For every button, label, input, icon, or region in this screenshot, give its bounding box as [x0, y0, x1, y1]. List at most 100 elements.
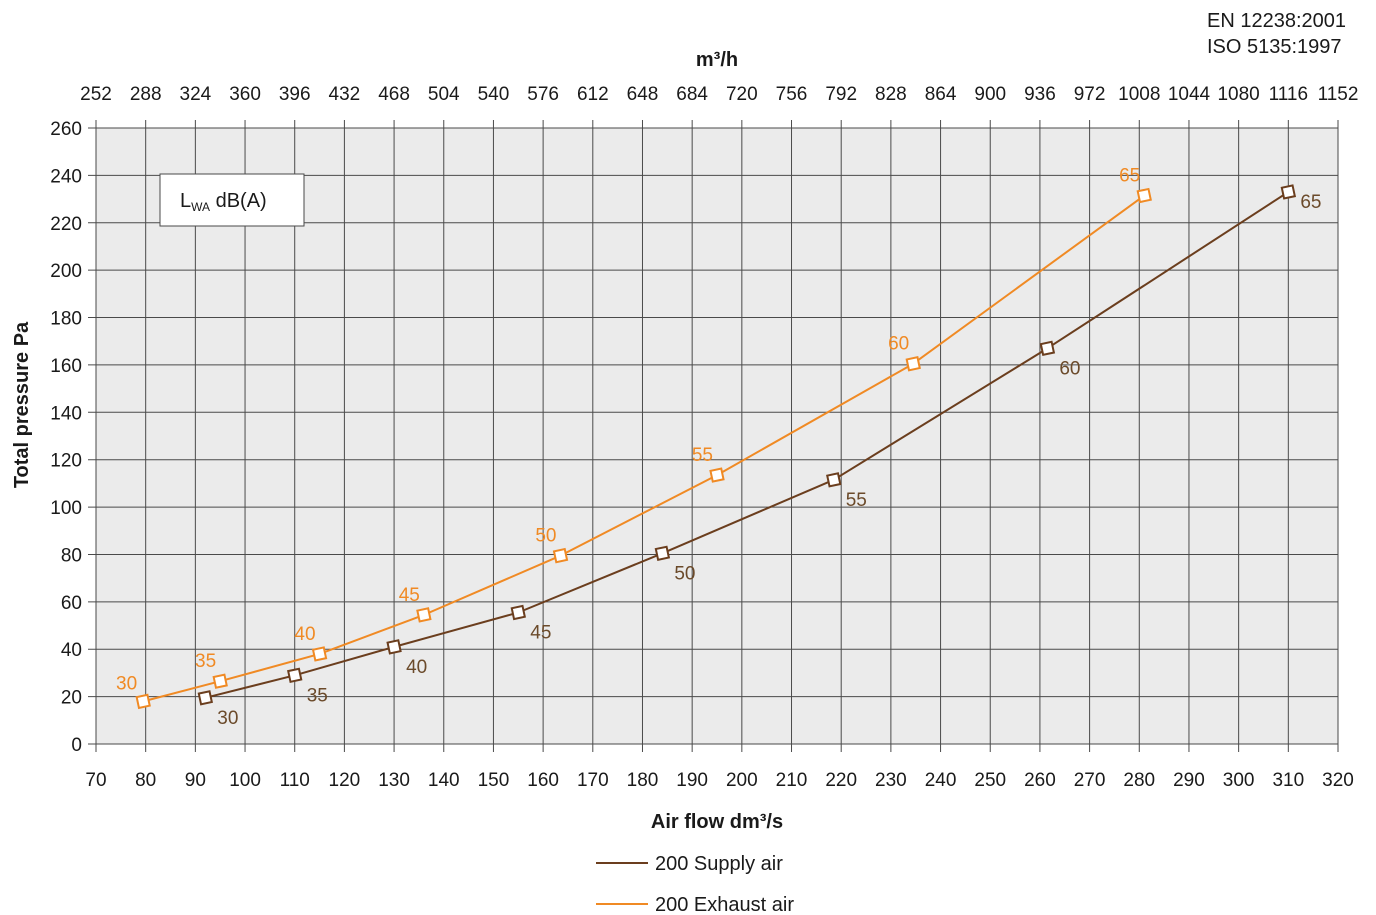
- y-tick-label: 60: [61, 593, 82, 614]
- point-label-exhaust: 30: [116, 673, 137, 694]
- x2-tick-label: 1080: [1217, 84, 1259, 105]
- point-label-exhaust: 40: [294, 624, 315, 645]
- legend-label-exhaust: 200 Exhaust air: [655, 894, 794, 915]
- x-tick-label: 260: [1024, 770, 1056, 791]
- x2-tick-label: 684: [676, 84, 708, 105]
- point-marker-exhaust: [552, 547, 569, 564]
- x-tick-label: 190: [676, 770, 708, 791]
- standard-iso: ISO 5135:1997: [1206, 36, 1342, 58]
- x-tick-label: 70: [85, 770, 106, 791]
- series-line-supply: [205, 191, 1289, 699]
- point-label-supply: 45: [530, 623, 551, 644]
- x2-tick-label: 432: [329, 84, 361, 105]
- x2-tick-label: 1044: [1168, 84, 1211, 105]
- x2-tick-label: 792: [825, 84, 857, 105]
- legend: 200 Supply air 200 Exhaust air: [596, 853, 794, 915]
- point-marker-exhaust: [416, 607, 432, 623]
- x2-tick-label: 504: [428, 84, 460, 105]
- point-marker-exhaust: [311, 646, 328, 662]
- x2-tick-label: 360: [229, 84, 261, 105]
- y-tick-label: 100: [50, 498, 82, 519]
- point-marker-supply: [287, 667, 303, 684]
- x-tick-label: 290: [1173, 770, 1205, 791]
- x-tick-label: 250: [974, 770, 1006, 791]
- point-label-supply: 30: [217, 708, 238, 729]
- y-tick-labels: 0 20 40 60 80 100 120 140 160 180 200 220 240 260: [50, 119, 82, 756]
- y-tick-label: 260: [50, 119, 82, 140]
- x2-tick-label: 612: [577, 84, 609, 105]
- x2-tick-label: 288: [130, 84, 162, 105]
- point-label-supply: 35: [307, 685, 328, 706]
- x-tick-label: 240: [925, 770, 957, 791]
- y-tick-label: 160: [50, 356, 82, 377]
- x-tick-label: 200: [726, 770, 758, 791]
- series-layer: [142, 191, 1289, 703]
- x-axis-title: Air flow dm³/s: [651, 811, 783, 833]
- x2-tick-label: 540: [478, 84, 510, 105]
- x-tick-label: 150: [478, 770, 510, 791]
- point-label-exhaust: 55: [692, 445, 713, 466]
- y-tick-label: 200: [50, 261, 82, 282]
- point-marker-supply: [386, 639, 402, 655]
- point-marker-supply: [197, 690, 214, 706]
- point-label-supply: 40: [406, 657, 427, 678]
- series-line-exhaust: [142, 194, 1145, 703]
- y-tick-label: 140: [50, 403, 82, 424]
- noise-level-box-frame: [159, 173, 305, 227]
- x2-tick-label: 864: [925, 84, 957, 105]
- x-tick-label: 220: [825, 770, 857, 791]
- point-labels-layer: 30 35 40 45 50 55 60 65 30 35 40 45 50 55 60 65: [116, 166, 1321, 729]
- x-tick-label: 280: [1123, 770, 1155, 791]
- x2-tick-label: 576: [527, 84, 559, 105]
- x-tick-label: 320: [1322, 770, 1354, 791]
- x2-tick-label: 972: [1074, 84, 1106, 105]
- point-marker-supply: [1280, 184, 1297, 200]
- x-tick-label: 170: [577, 770, 609, 791]
- x2-tick-label: 324: [180, 84, 212, 105]
- y-tick-label: 180: [50, 309, 82, 330]
- x2-tick-label: 1008: [1118, 84, 1160, 105]
- x2-tick-label: 936: [1024, 84, 1056, 105]
- point-marker-exhaust: [709, 467, 725, 483]
- x-tick-label: 80: [135, 770, 156, 791]
- x2-tick-labels: 252 288 324 360 396 432 468 504 540 576 612 648 684 7…: [80, 84, 1358, 105]
- x-tick-label: 160: [527, 770, 559, 791]
- y-tick-label: 240: [50, 166, 82, 187]
- point-label-exhaust: 35: [195, 651, 216, 672]
- point-label-supply: 50: [674, 563, 695, 584]
- x-tick-label: 120: [329, 770, 361, 791]
- point-label-exhaust: 60: [888, 334, 909, 355]
- point-marker-supply: [1039, 340, 1056, 357]
- y-tick-label: 80: [61, 545, 82, 566]
- grid-lines: [88, 120, 1339, 752]
- x2-tick-label: 468: [378, 84, 410, 105]
- y-tick-label: 120: [50, 451, 82, 472]
- point-label-supply: 60: [1059, 358, 1080, 379]
- point-marker-supply: [510, 604, 526, 621]
- x2-tick-label: 648: [627, 84, 659, 105]
- y-tick-label: 0: [71, 735, 82, 756]
- point-marker-exhaust: [212, 673, 228, 689]
- x-tick-label: 210: [776, 770, 808, 791]
- x2-tick-label: 756: [776, 84, 808, 105]
- x-tick-label: 110: [280, 770, 310, 791]
- plot-background: [96, 128, 1338, 744]
- markers-layer: [135, 184, 1297, 710]
- legend-label-supply: 200 Supply air: [655, 853, 783, 875]
- point-label-exhaust: 45: [399, 585, 420, 606]
- x2-axis-title: m³/h: [696, 49, 738, 71]
- x-tick-label: 90: [185, 770, 206, 791]
- x2-tick-label: 252: [80, 84, 112, 105]
- y-axis-title: Total pressure Pa: [11, 321, 33, 488]
- x-tick-label: 180: [627, 770, 659, 791]
- x-tick-label: 100: [229, 770, 261, 791]
- y-tick-label: 20: [61, 688, 82, 709]
- standards-block: EN 12238:2001 ISO 5135:1997: [1207, 8, 1346, 60]
- point-marker-supply: [654, 545, 671, 561]
- x2-tick-label: 900: [974, 84, 1006, 105]
- point-marker-exhaust: [905, 356, 921, 372]
- x-tick-labels: 70 80 90 100 110 120 130 140 150 160 170 180 190 200 2…: [85, 770, 1353, 791]
- x-tick-label: 310: [1272, 770, 1304, 791]
- point-label-supply: 65: [1300, 192, 1321, 213]
